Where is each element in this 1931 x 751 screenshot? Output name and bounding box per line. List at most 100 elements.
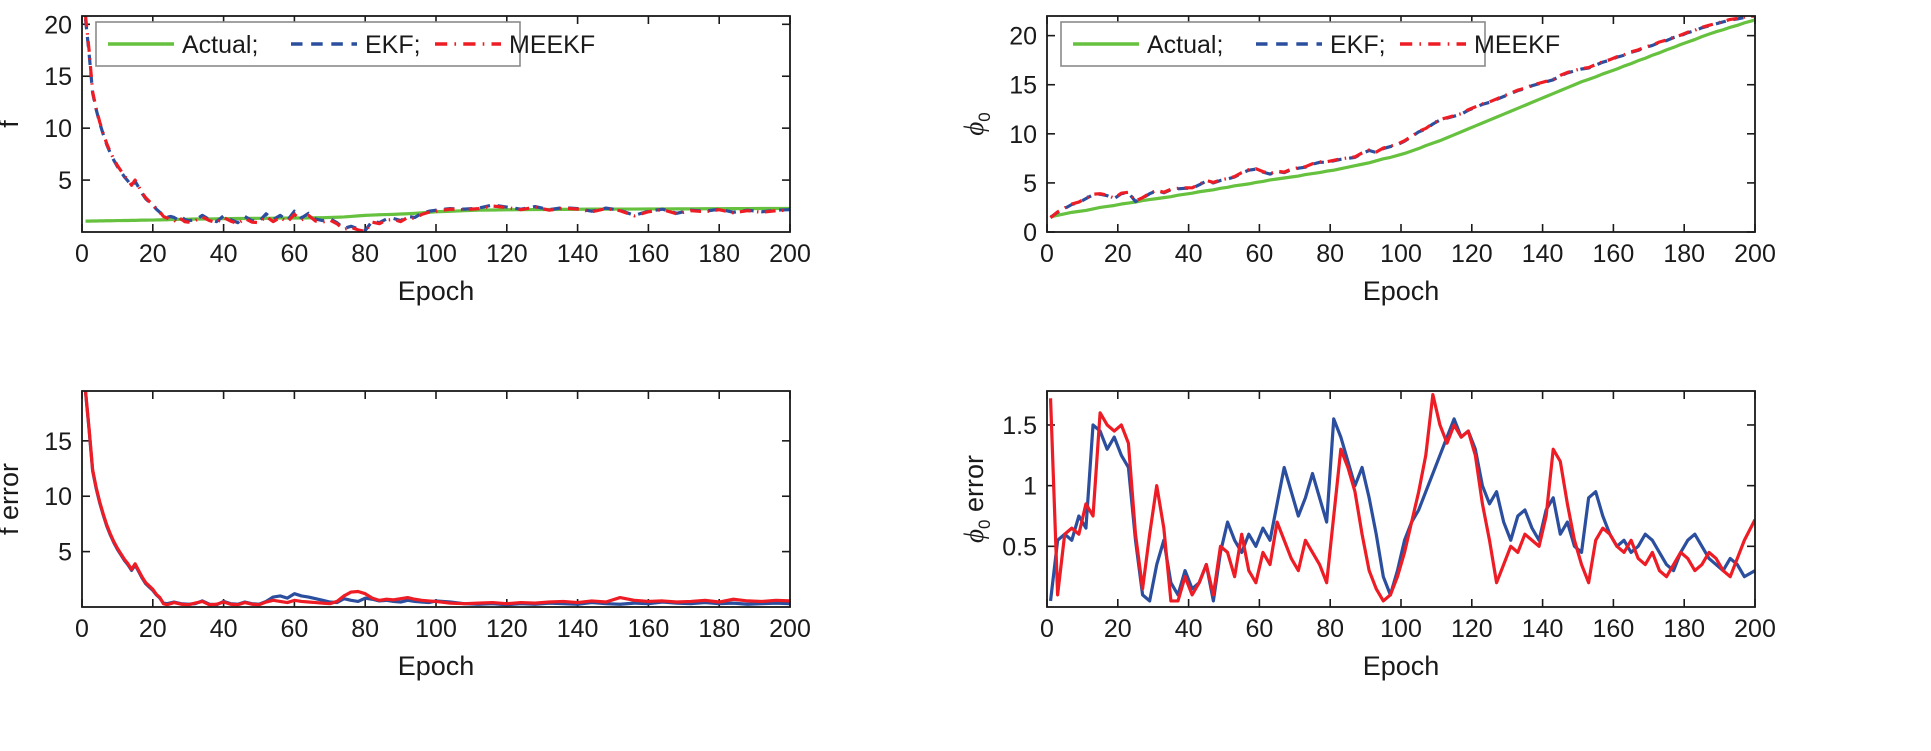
chart-svg-top-left-f: 0 20 40 60 80 100 120 140 160 180 200 5 10 15 20 Epoch f… [0,11,811,306]
x-tick-label: 60 [1245,615,1273,643]
x-axis-label: Epoch [398,651,475,681]
x-tick-label: 200 [1734,240,1776,268]
y-tick-label: 10 [1009,121,1037,149]
series-line-actual [85,206,790,223]
x-tick-label: 200 [769,240,811,268]
panel-bottom-right-phi0-error: 0 20 40 60 80 100 120 140 160 180 200 0.5 1 1.5 Epoch ϕ… [959,375,1776,681]
panel-top-right-phi0: 0 20 40 60 80 100 120 140 160 180 200 0 5 10 15 20 Epoch… [959,0,1776,306]
x-tick-label: 40 [1175,615,1203,643]
x-tick-label: 120 [1451,240,1493,268]
x-tick-label: 80 [1316,615,1344,643]
y-tick-labels: 5 10 15 [44,428,72,567]
x-tick-label: 0 [75,615,89,643]
x-tick-label: 180 [1663,615,1705,643]
y-tick-label: 20 [44,11,72,39]
x-tick-label: 100 [415,240,457,268]
y-tick-label: 1 [1023,473,1037,501]
y-tick-label: 1.5 [1002,412,1037,440]
y-tick-label: 5 [58,167,72,195]
chart-svg-bottom-left-f-error: 0 20 40 60 80 100 120 140 160 180 200 5 10 15 Epoch f e… [0,390,811,681]
y-tick-label: 5 [1023,170,1037,198]
x-tick-labels: 0 20 40 60 80 100 120 140 160 180 200 [75,240,811,268]
x-tick-label: 140 [557,615,599,643]
svg-text:ϕ0: ϕ0 [959,112,994,135]
x-tick-label: 20 [139,240,167,268]
x-tick-label: 160 [628,615,670,643]
x-tick-label: 200 [769,615,811,643]
x-tick-label: 100 [1380,615,1422,643]
y-tick-label: 5 [58,539,72,567]
x-tick-label: 20 [1104,615,1132,643]
x-tick-label: 100 [1380,240,1422,268]
y-tick-label: 20 [1009,23,1037,51]
x-tick-label: 0 [1040,240,1054,268]
x-tick-labels: 0 20 40 60 80 100 120 140 160 180 200 [1040,240,1776,268]
series-group [83,16,790,232]
x-axis-label: Epoch [1363,651,1440,681]
series-group [1049,16,1755,219]
x-tick-label: 100 [415,615,457,643]
x-tick-label: 60 [280,240,308,268]
x-tick-label: 120 [1451,615,1493,643]
series-line-meekf [1049,16,1755,219]
legend-label-meekf: MEEKF [1474,31,1560,59]
x-tick-label: 140 [1522,615,1564,643]
x-tick-label: 180 [698,240,740,268]
series-line-ekf [83,18,790,232]
svg-text:f: f [0,120,24,128]
y-tick-label: 10 [44,483,72,511]
x-tick-label: 60 [1245,240,1273,268]
series-line-meekf [83,391,790,607]
x-tick-label: 180 [698,615,740,643]
x-tick-label: 160 [628,240,670,268]
y-tick-labels: 5 10 15 20 [44,11,72,195]
x-tick-label: 160 [1593,615,1635,643]
x-tick-label: 60 [280,615,308,643]
x-tick-label: 40 [210,240,238,268]
plot-area [82,391,790,607]
y-tick-labels: 0 5 10 15 20 [1009,23,1037,247]
legend: Actual; EKF; MEEKF [95,21,595,67]
y-tick-label: 0 [1023,219,1037,247]
y-tick-label: 15 [44,63,72,91]
y-axis-label: ϕ0 error [959,455,994,543]
series-line-actual [1050,18,1755,219]
panel-top-left-f: 0 20 40 60 80 100 120 140 160 180 200 5 10 15 20 Epoch f… [0,0,811,306]
y-tick-label: 10 [44,115,72,143]
y-tick-label: 0.5 [1002,533,1037,561]
x-tick-label: 80 [1316,240,1344,268]
svg-text:ϕ0 error: ϕ0 error [959,455,994,543]
y-axis-label: f error [0,463,24,535]
series-line-meekf [1048,393,1755,603]
chart-svg-top-right-phi0: 0 20 40 60 80 100 120 140 160 180 200 0 5 10 15 20 Epoch… [959,15,1776,306]
x-tick-label: 160 [1593,240,1635,268]
svg-text:f error: f error [0,463,24,535]
x-tick-label: 80 [351,240,379,268]
axis-box [81,15,791,233]
x-tick-label: 200 [1734,615,1776,643]
x-tick-label: 0 [75,240,89,268]
axis-box [1046,390,1756,608]
legend-label-ekf: EKF; [1330,31,1386,59]
legend-label-actual: Actual; [1147,31,1223,59]
x-tick-label: 120 [486,615,528,643]
panel-bottom-left-f-error: 0 20 40 60 80 100 120 140 160 180 200 5 10 15 Epoch f e… [0,375,811,681]
x-tick-label: 20 [1104,240,1132,268]
legend: Actual; EKF; MEEKF [1060,21,1560,67]
x-axis-label: Epoch [398,276,475,306]
x-tick-label: 80 [351,615,379,643]
x-tick-label: 0 [1040,615,1054,643]
x-tick-label: 140 [1522,240,1564,268]
y-tick-label: 15 [1009,72,1037,100]
x-tick-labels: 0 20 40 60 80 100 120 140 160 180 200 [1040,615,1776,643]
series-group [83,391,790,607]
legend-label-meekf: MEEKF [509,31,595,59]
y-axis-label: f [0,120,24,128]
axis-box [81,390,791,608]
x-tick-label: 20 [139,615,167,643]
x-axis-label: Epoch [1363,276,1440,306]
x-tick-label: 40 [1175,240,1203,268]
y-tick-label: 15 [44,428,72,456]
x-tick-label: 120 [486,240,528,268]
